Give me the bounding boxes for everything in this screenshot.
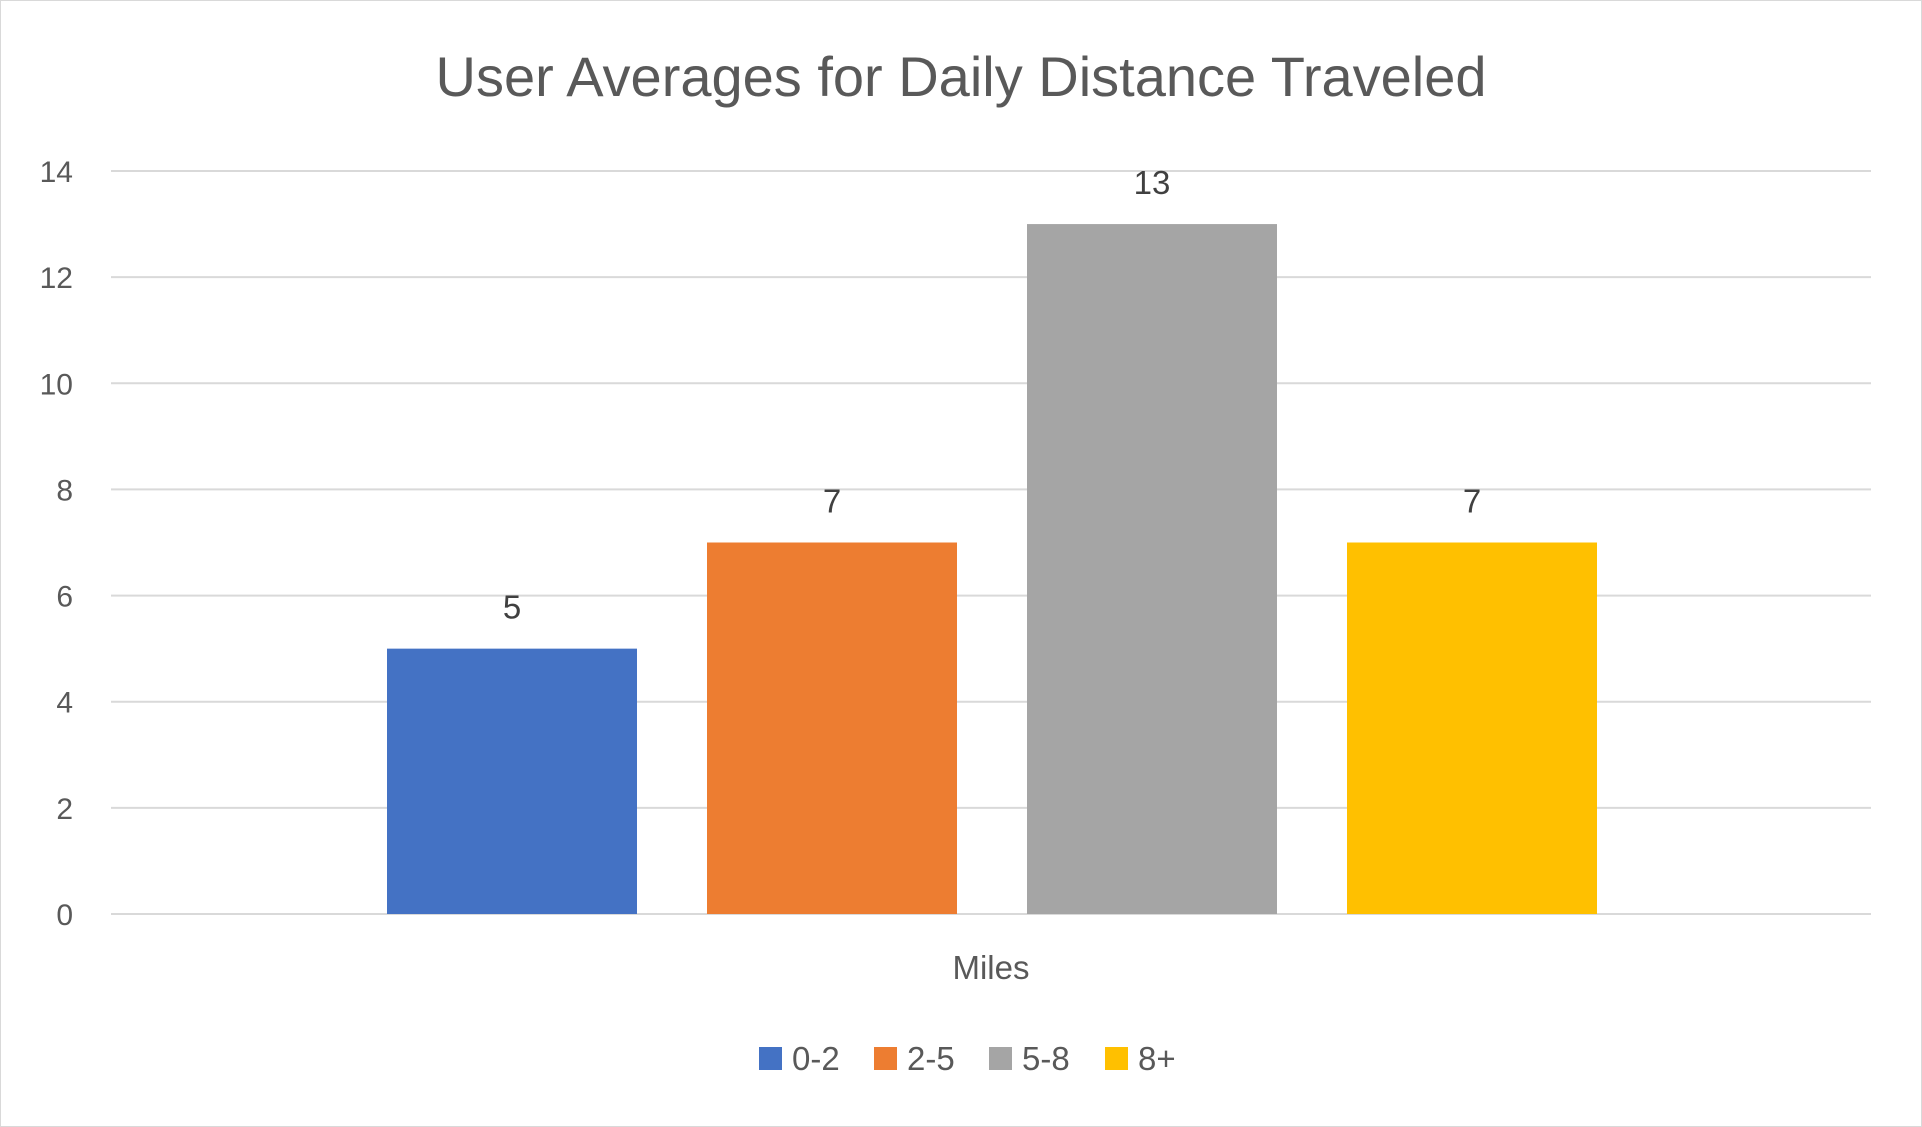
data-label: 13 [1134, 164, 1171, 201]
data-label: 7 [1463, 483, 1481, 520]
x-axis-category-labels: Miles [952, 949, 1029, 986]
y-tick-label: 2 [56, 793, 73, 826]
y-axis-tick-labels: 0 2 4 6 8 10 12 14 [40, 156, 73, 932]
data-labels: 5 7 13 7 [503, 164, 1481, 626]
y-tick-label: 14 [40, 156, 73, 189]
bar-2-5 [707, 542, 957, 914]
legend-swatch-0-2 [759, 1047, 782, 1070]
y-tick-label: 6 [56, 581, 73, 614]
bar-8+ [1347, 542, 1597, 914]
legend-label: 5-8 [1022, 1040, 1070, 1077]
legend-swatch-5-8 [989, 1047, 1012, 1070]
y-tick-label: 12 [40, 262, 73, 295]
y-tick-label: 10 [40, 368, 73, 401]
gridlines [111, 170, 1871, 915]
legend-label: 2-5 [907, 1040, 955, 1077]
y-tick-label: 8 [56, 474, 73, 507]
y-tick-label: 0 [56, 899, 73, 932]
legend-swatch-8+ [1105, 1047, 1128, 1070]
legend: 0-2 2-5 5-8 8+ [759, 1040, 1176, 1077]
legend-swatch-2-5 [874, 1047, 897, 1070]
y-tick-label: 4 [56, 687, 73, 720]
data-label: 7 [823, 483, 841, 520]
legend-label: 0-2 [792, 1040, 840, 1077]
data-label: 5 [503, 589, 521, 626]
chart-title: User Averages for Daily Distance Travele… [436, 45, 1487, 108]
bar-5-8 [1027, 224, 1277, 915]
legend-label: 8+ [1138, 1040, 1176, 1077]
bars [387, 224, 1597, 915]
bar-0-2 [387, 648, 637, 914]
x-category-label: Miles [952, 949, 1029, 986]
